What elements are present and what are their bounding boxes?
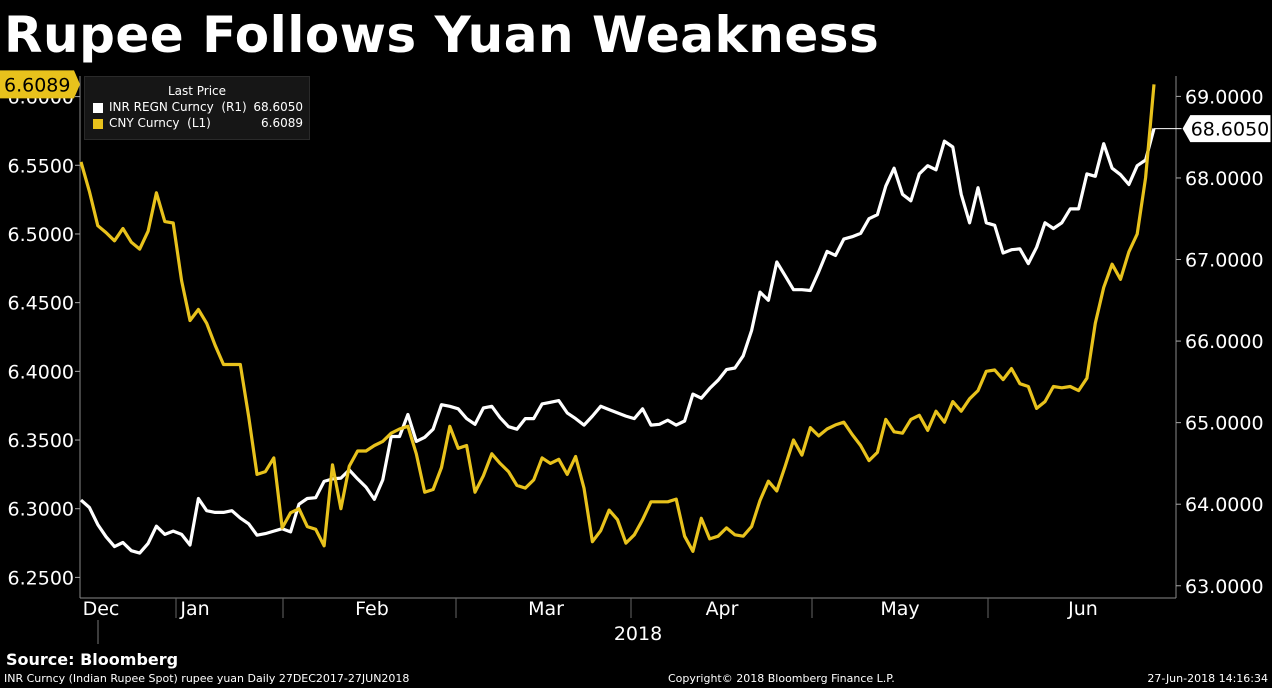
x-tick-label: Apr — [706, 598, 739, 620]
legend-swatch-cny — [93, 119, 103, 129]
series-line-inr — [79, 128, 1156, 555]
legend-header: Last Price — [167, 84, 227, 98]
left-tick-label: 6.3500 — [8, 430, 74, 452]
legend: Last Price INR REGN Curncy (R1) 68.6050 … — [84, 76, 310, 140]
chart-title: Rupee Follows Yuan Weakness — [4, 6, 880, 64]
series-line-cny — [79, 84, 1156, 553]
last-value-badge-inr — [1181, 114, 1272, 144]
legend-value-inr: 68.6050 — [253, 100, 303, 114]
right-tick-label: 65.0000 — [1185, 413, 1264, 435]
legend-swatch-inr — [93, 103, 103, 113]
legend-name-inr: INR REGN Curncy (R1) — [109, 100, 247, 114]
last-value-label-inr: 68.6050 — [1191, 119, 1270, 141]
footer-copyright: Copyright© 2018 Bloomberg Finance L.P. — [668, 672, 895, 685]
left-tick-label: 6.5000 — [8, 224, 74, 246]
right-tick-label: 68.0000 — [1185, 168, 1264, 190]
x-tick-label: May — [880, 598, 919, 620]
right-tick-label: 67.0000 — [1185, 250, 1264, 272]
right-tick-label: 66.0000 — [1185, 331, 1264, 353]
x-year-label: 2018 — [614, 623, 662, 645]
legend-item-inr: INR REGN Curncy (R1) 68.6050 — [93, 100, 303, 116]
right-tick-label: 63.0000 — [1185, 576, 1264, 598]
x-tick-label: Feb — [355, 598, 389, 620]
last-value-label-cny: 6.6089 — [4, 74, 70, 96]
x-tick-label: Dec — [83, 598, 120, 620]
legend-name-cny: CNY Curncy (L1) — [109, 116, 211, 130]
right-tick-label: 64.0000 — [1185, 494, 1264, 516]
legend-value-cny: 6.6089 — [261, 116, 303, 130]
left-tick-label: 6.4500 — [8, 293, 74, 315]
last-value-badge-cny — [0, 70, 80, 99]
x-tick-label: Jun — [1067, 598, 1098, 620]
left-tick-label: 6.5500 — [8, 155, 74, 177]
x-tick-label: Mar — [528, 598, 564, 620]
legend-item-cny: CNY Curncy (L1) 6.6089 — [93, 116, 303, 132]
x-tick-label: Jan — [179, 598, 209, 620]
right-tick-label: 69.0000 — [1185, 86, 1264, 108]
left-tick-label: 6.2500 — [8, 567, 74, 589]
footer-description: INR Curncy (Indian Rupee Spot) rupee yua… — [4, 672, 410, 685]
source-note: Source: Bloomberg — [6, 650, 179, 669]
footer-timestamp: 27-Jun-2018 14:16:34 — [1147, 672, 1268, 685]
left-tick-label: 6.4000 — [8, 361, 74, 383]
left-tick-label: 6.3000 — [8, 499, 74, 521]
